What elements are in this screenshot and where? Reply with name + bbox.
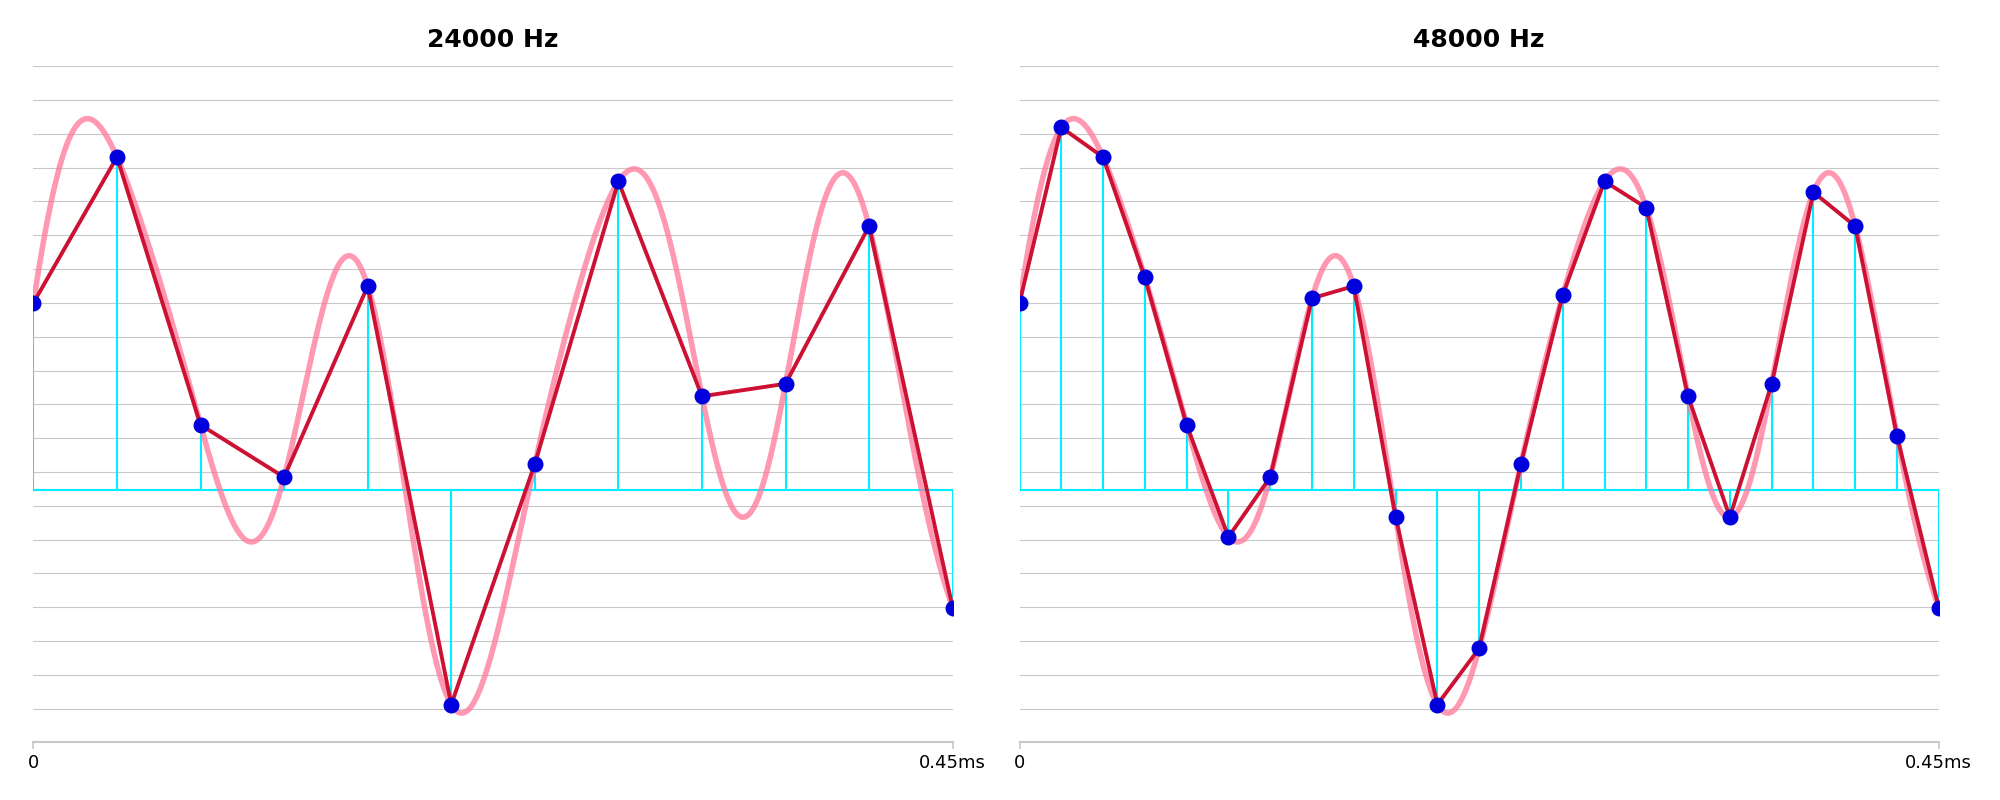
Point (352, 280, 384, 293)
Point (1046, 121, 1078, 134)
Point (1714, 510, 1746, 523)
Point (1546, 289, 1578, 302)
Point (1338, 280, 1370, 293)
Point (1422, 698, 1454, 711)
Point (18, 297, 50, 310)
Point (1798, 186, 1830, 198)
Point (1672, 390, 1704, 402)
Point (1922, 602, 1954, 614)
Point (1840, 220, 1872, 233)
Point (184, 418, 216, 431)
Point (602, 175, 634, 188)
Point (1296, 292, 1328, 305)
Point (1128, 271, 1160, 284)
Point (1588, 175, 1620, 188)
Point (1170, 418, 1202, 431)
Point (268, 470, 300, 483)
Title: 48000 Hz: 48000 Hz (1414, 28, 1544, 52)
Point (1630, 202, 1662, 214)
Point (1464, 642, 1496, 655)
Point (436, 698, 468, 711)
Point (1254, 470, 1286, 483)
Point (936, 602, 968, 614)
Point (1756, 378, 1788, 390)
Point (1380, 510, 1412, 523)
Point (854, 220, 886, 233)
Point (100, 150, 132, 163)
Point (770, 378, 802, 390)
Point (1880, 430, 1912, 442)
Title: 24000 Hz: 24000 Hz (428, 28, 558, 52)
Point (1212, 530, 1244, 543)
Point (518, 458, 550, 470)
Point (1504, 458, 1536, 470)
Point (1088, 150, 1120, 163)
Point (686, 390, 718, 402)
Point (1004, 297, 1036, 310)
